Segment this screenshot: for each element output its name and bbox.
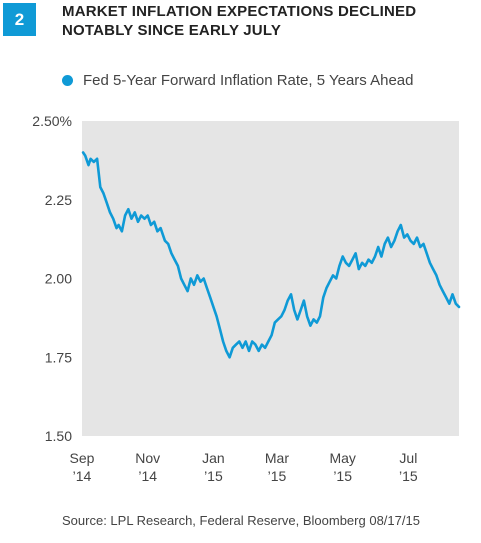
figure-number: 2 bbox=[14, 9, 25, 29]
x-tick-year-label: ’15 bbox=[204, 468, 223, 484]
x-tick-year-label: ’14 bbox=[73, 468, 92, 484]
legend-label: Fed 5-Year Forward Inflation Rate, 5 Yea… bbox=[83, 72, 414, 89]
x-tick-label: Nov bbox=[135, 450, 160, 466]
plot-area bbox=[82, 121, 459, 436]
x-tick-label: May bbox=[329, 450, 355, 466]
x-tick-year-label: ’14 bbox=[138, 468, 157, 484]
y-tick-label: 1.75 bbox=[45, 349, 72, 365]
legend: Fed 5-Year Forward Inflation Rate, 5 Yea… bbox=[62, 72, 414, 89]
figure-number-badge: 2 bbox=[3, 3, 36, 36]
x-tick-label: Sep bbox=[70, 450, 95, 466]
x-tick-label: Mar bbox=[265, 450, 289, 466]
x-tick-label: Jul bbox=[399, 450, 417, 466]
y-tick-label: 2.50% bbox=[32, 113, 72, 129]
y-tick-label: 1.50 bbox=[45, 428, 72, 444]
y-tick-label: 2.25 bbox=[45, 192, 72, 208]
x-tick-label: Jan bbox=[202, 450, 225, 466]
x-tick-year-label: ’15 bbox=[399, 468, 418, 484]
source-note: Source: LPL Research, Federal Reserve, B… bbox=[62, 513, 420, 528]
x-tick-year-label: ’15 bbox=[333, 468, 352, 484]
x-tick-year-label: ’15 bbox=[268, 468, 287, 484]
line-chart: 2.50% 2.25 2.00 1.75 1.50 Sep ’14 Nov ’14 Jan ’15 M… bbox=[32, 113, 461, 484]
series-line bbox=[81, 151, 461, 359]
legend-marker bbox=[62, 75, 73, 86]
y-tick-label: 2.00 bbox=[45, 271, 72, 287]
chart-title: MARKET INFLATION EXPECTATIONS DECLINED N… bbox=[62, 3, 417, 39]
